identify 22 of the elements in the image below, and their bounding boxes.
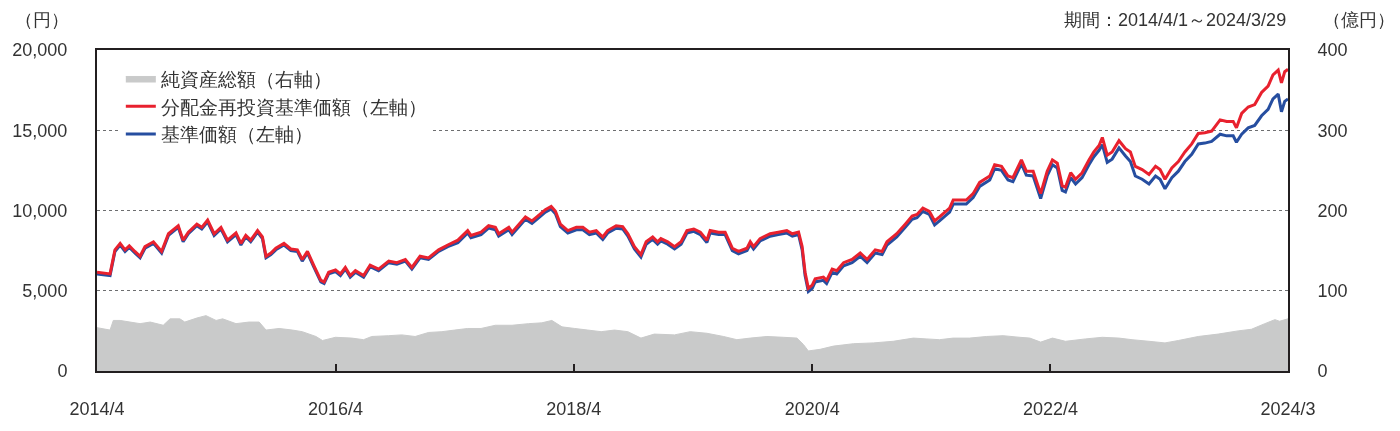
x-tick-label: 2022/4 [1022,398,1078,419]
y2-tick-label: 200 [1317,200,1348,221]
y-tick-label: 0 [57,361,68,382]
x-tick-label: 2020/4 [784,398,840,419]
x-tick-label: 2018/4 [546,398,602,419]
x-tick-label: 2016/4 [308,398,364,419]
x-tick-label: 2024/3 [1260,398,1316,419]
y-tick-label: 20,000 [12,40,68,61]
y2-tick-label: 300 [1317,120,1348,141]
legend-label: 純資産総額（右軸） [160,68,332,90]
x-tick-label: 2014/4 [69,398,125,419]
y-tick-label: 10,000 [12,200,68,221]
text: 期間：2014/4/1～2024/3/29 [1064,10,1287,30]
y2-tick-label: 100 [1317,281,1348,302]
y-tick-label: 5,000 [22,281,68,302]
y-tick-label: 15,000 [12,120,68,141]
y2-tick-label: 400 [1317,40,1348,61]
legend-label: 分配金再投資基準価額（左軸） [160,96,427,118]
y-axis-title: （円） [15,10,69,30]
y2-tick-label: 0 [1317,361,1328,382]
legend-label: 基準価額（左軸） [160,124,313,146]
y2-axis-title: （億円） [1323,10,1395,30]
